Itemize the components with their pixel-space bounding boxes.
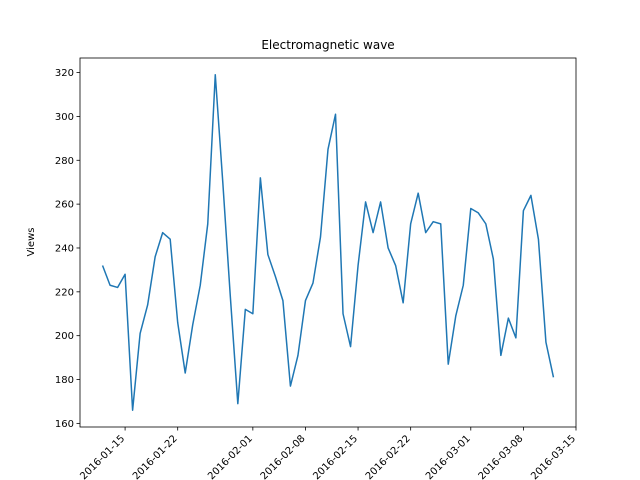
x-tick-label: 2016-02-01 xyxy=(206,433,255,480)
y-tick-label: 200 xyxy=(55,331,74,342)
x-tick-label: 2016-03-01 xyxy=(424,433,473,480)
y-tick-label: 260 xyxy=(55,200,74,211)
y-tick-label: 180 xyxy=(55,375,74,386)
y-tick-label: 300 xyxy=(55,112,74,123)
chart-title: Electromagnetic wave xyxy=(261,38,394,52)
y-tick-label: 280 xyxy=(55,156,74,167)
x-tick-label: 2016-01-22 xyxy=(131,433,180,480)
x-tick-label: 2016-02-15 xyxy=(311,433,360,480)
x-tick-label: 2016-02-22 xyxy=(364,433,413,480)
y-axis-label: Views xyxy=(26,228,37,257)
x-tick-label: 2016-03-15 xyxy=(529,433,578,480)
y-tick-label: 320 xyxy=(55,68,74,79)
line-series xyxy=(101,74,555,411)
y-tick-label: 220 xyxy=(55,287,74,298)
x-tick-label: 2016-03-08 xyxy=(477,433,526,480)
y-tick-label: 240 xyxy=(55,243,74,254)
y-tick-label: 160 xyxy=(55,419,74,430)
x-tick-label: 2016-02-08 xyxy=(259,433,308,480)
plot-frame xyxy=(79,57,577,428)
x-tick-label: 2016-01-15 xyxy=(78,433,127,480)
